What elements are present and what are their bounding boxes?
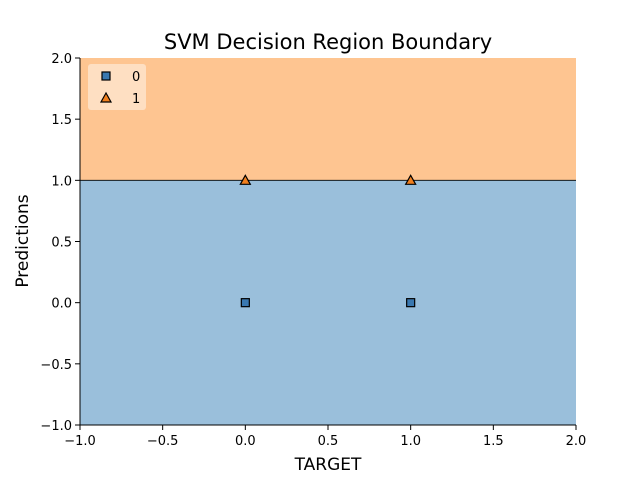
x-tick-label: −1.0 (64, 434, 96, 449)
legend-marker-1 (99, 91, 113, 103)
region-class-0 (80, 180, 576, 425)
point-class-0-0 (240, 298, 250, 308)
x-tick-label: −0.5 (147, 434, 179, 449)
point-class-1-1 (404, 174, 417, 185)
x-tick-label: 2.0 (566, 434, 587, 449)
y-tick-label: 1.0 (51, 174, 72, 189)
y-tick-label: 2.0 (51, 52, 72, 67)
y-axis-ticks: −1.0 −0.5 0.0 0.5 1.0 1.5 2.0 (40, 52, 80, 434)
region-class-1 (80, 58, 576, 181)
legend: 01 (88, 64, 146, 110)
y-tick-label: 1.5 (51, 113, 72, 128)
y-tick-label: 0.5 (51, 236, 72, 251)
x-axis-label: TARGET (294, 455, 362, 475)
legend-label-0: 0 (132, 70, 140, 85)
legend-label-1: 1 (132, 92, 140, 107)
point-class-1-0 (239, 174, 252, 185)
x-tick-label: 0.5 (318, 434, 339, 449)
decision-regions (80, 58, 576, 425)
y-tick-label: −1.0 (40, 419, 72, 434)
legend-marker-0 (101, 71, 111, 81)
y-tick-label: 0.0 (51, 297, 72, 312)
point-class-0-1 (406, 298, 416, 308)
x-tick-label: 0.0 (235, 434, 256, 449)
y-tick-label: −0.5 (40, 358, 72, 373)
x-tick-label: 1.0 (400, 434, 421, 449)
y-axis-label: Predictions (13, 194, 33, 287)
data-points (239, 174, 417, 308)
chart-title: SVM Decision Region Boundary (164, 30, 492, 54)
x-tick-label: 1.5 (483, 434, 504, 449)
x-axis-ticks: −1.0 −0.5 0.0 0.5 1.0 1.5 2.0 (64, 425, 586, 449)
